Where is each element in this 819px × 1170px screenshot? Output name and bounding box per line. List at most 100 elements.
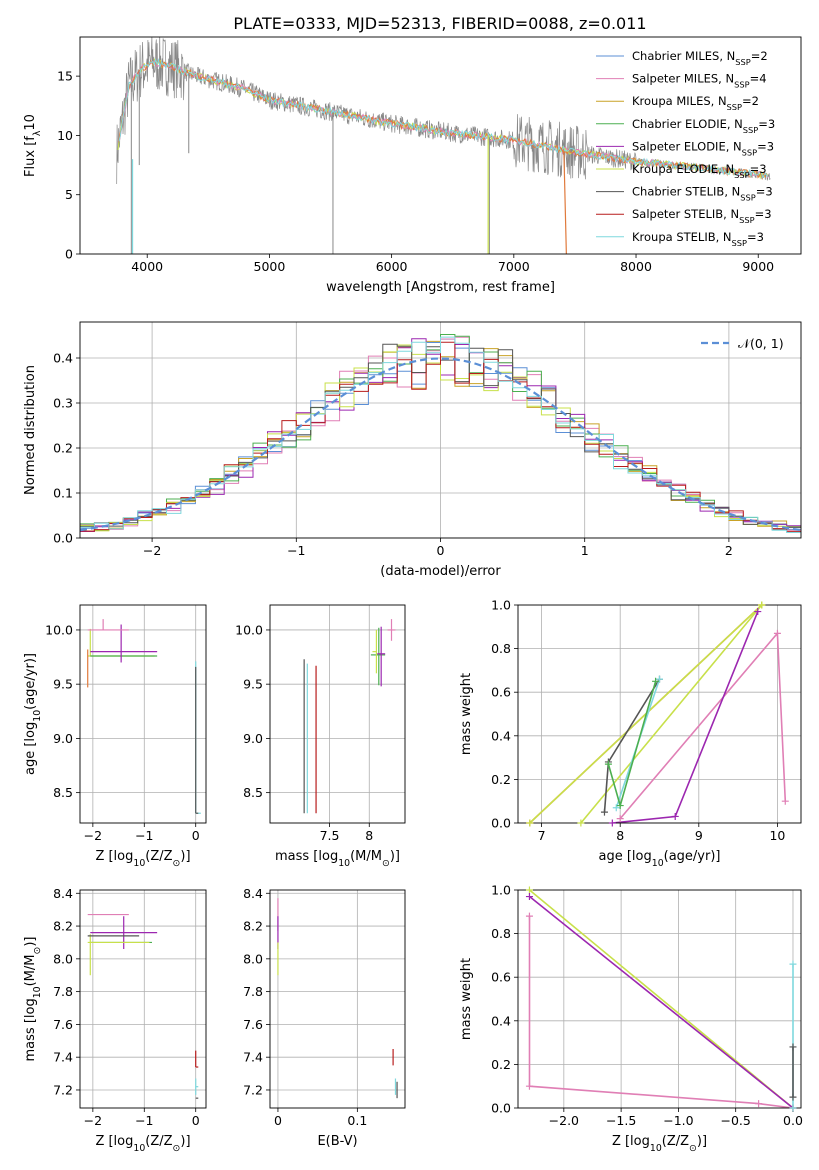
legend-label: Chabrier ELODIE, NSSP=3 bbox=[632, 117, 775, 135]
legend-label: Kroupa ELODIE, NSSP=3 bbox=[632, 162, 767, 180]
legend-label: Salpeter MILES, NSSP=4 bbox=[632, 72, 767, 90]
x-axis-label: E(B-V) bbox=[317, 1134, 357, 1149]
y-tick-label: 10 bbox=[57, 128, 73, 143]
y-tick-label: 7.6 bbox=[243, 1017, 263, 1032]
y-tick-label: 7.8 bbox=[53, 984, 73, 999]
panel-age_vs_Z: −2 −1 0 8.5 9.0 9.5 10.0 Z [log10(Z/Z⊙)] age [lo… bbox=[23, 604, 207, 869]
plus-marker bbox=[773, 629, 781, 637]
axes-frame bbox=[269, 889, 406, 1109]
y-tick-label: 0.2 bbox=[491, 772, 511, 787]
plot-area-residual_histogram bbox=[80, 322, 801, 538]
model-spectrum-3 bbox=[118, 57, 768, 179]
y-tick-label: 1.0 bbox=[491, 598, 511, 613]
axes-frame bbox=[79, 889, 207, 1109]
y-tick-label: 8.5 bbox=[53, 785, 73, 800]
y-tick-label: 7.2 bbox=[243, 1082, 263, 1097]
plus-marker bbox=[600, 808, 608, 816]
plus-marker bbox=[577, 819, 585, 827]
mass-weight-series bbox=[528, 890, 794, 1108]
axes-frame bbox=[79, 321, 802, 539]
x-axis-label: wavelength [Angstrom, rest frame] bbox=[326, 280, 555, 295]
plus-marker bbox=[758, 601, 766, 609]
y-tick-label: 10.0 bbox=[235, 622, 263, 637]
plus-marker bbox=[656, 675, 663, 683]
plus-marker bbox=[525, 893, 533, 901]
plus-marker bbox=[789, 1043, 797, 1051]
x-tick-label: −2 bbox=[84, 1113, 102, 1128]
y-axis-label: mass [log10(M/M⊙)] bbox=[23, 937, 43, 1062]
y-tick-label: 8.2 bbox=[53, 919, 73, 934]
plus-marker bbox=[781, 797, 789, 805]
panel-residual_histogram: −2 −1 0 1 2 0.0 0.1 0.2 0.3 0.4 (data-model)/error… bbox=[23, 321, 802, 579]
plot-area-age_vs_Z bbox=[80, 605, 206, 823]
panel-mass_vs_EBV: 0 0.1 7.2 7.4 7.6 7.8 8.0 8.2 8.4 E(B-V) bbox=[243, 886, 406, 1149]
y-tick-label: 8.4 bbox=[243, 886, 263, 901]
legend-label: Chabrier MILES, NSSP=2 bbox=[632, 49, 768, 67]
x-axis-label: age [log10(age/yr)] bbox=[599, 849, 721, 869]
y-tick-label: 0 bbox=[65, 247, 73, 262]
y-tick-label: 0.2 bbox=[53, 441, 73, 456]
panel-mass_weight_vs_Z: −2.0 −1.5 −1.0 −0.5 0.0 0.0 0.2 0.4 0.6 0.8 1.0 Z [… bbox=[459, 883, 803, 1154]
histogram-step bbox=[80, 336, 801, 533]
x-tick-label: 0 bbox=[192, 1113, 200, 1128]
x-axis-label: Z [log10(Z/Z⊙)] bbox=[612, 1134, 707, 1154]
y-tick-label: 7.6 bbox=[53, 1017, 73, 1032]
y-axis-label: Flux [fλ10 bbox=[23, 114, 43, 177]
y-tick-label: 0.2 bbox=[491, 1057, 511, 1072]
x-tick-label: 7 bbox=[538, 828, 546, 843]
panel-mass_weight_vs_age: 7 8 9 10 0.0 0.2 0.4 0.6 0.8 1.0 age [log10(age/yr… bbox=[459, 598, 802, 869]
mass-weight-series bbox=[528, 895, 794, 1108]
plus-marker bbox=[754, 608, 762, 616]
panel-spectrum: 4000 5000 6000 7000 8000 9000 0 5 10 15 wavelength… bbox=[23, 36, 802, 295]
plus-marker bbox=[604, 760, 612, 768]
x-tick-label: 0.1 bbox=[347, 1113, 367, 1128]
x-tick-label: 9000 bbox=[742, 259, 774, 274]
y-tick-label: 0.0 bbox=[491, 1101, 511, 1116]
y-tick-label: 0.8 bbox=[491, 641, 511, 656]
plot-area-spectrum bbox=[116, 37, 771, 254]
y-tick-label: 0.0 bbox=[491, 816, 511, 831]
plus-marker bbox=[525, 912, 533, 920]
plus-marker bbox=[789, 960, 797, 968]
y-tick-label: 8.4 bbox=[53, 886, 73, 901]
y-tick-label: 7.4 bbox=[243, 1050, 263, 1065]
legend-label: Chabrier STELIB, NSSP=3 bbox=[632, 185, 773, 203]
y-tick-label: 8.0 bbox=[53, 951, 73, 966]
y-tick-label: 9.0 bbox=[53, 731, 73, 746]
x-tick-label: 4000 bbox=[131, 259, 163, 274]
y-tick-label: 0.4 bbox=[53, 351, 73, 366]
y-tick-label: 8.5 bbox=[243, 785, 263, 800]
x-tick-label: −1 bbox=[135, 1113, 153, 1128]
legend-label: Salpeter ELODIE, NSSP=3 bbox=[632, 139, 774, 157]
plus-marker bbox=[525, 886, 533, 894]
y-tick-label: 7.4 bbox=[53, 1050, 73, 1065]
x-tick-label: −1 bbox=[287, 543, 305, 558]
x-tick-label: 0.0 bbox=[783, 1113, 803, 1128]
y-tick-label: 10.0 bbox=[45, 622, 73, 637]
x-tick-label: −2.0 bbox=[549, 1113, 579, 1128]
axes-frame bbox=[269, 604, 406, 824]
y-axis-label: Normed distribution bbox=[23, 365, 38, 495]
legend-label: Salpeter STELIB, NSSP=3 bbox=[632, 207, 772, 225]
plus-marker bbox=[755, 1100, 763, 1108]
y-tick-label: 0.0 bbox=[53, 531, 73, 546]
plus-marker bbox=[671, 812, 679, 820]
plus-marker bbox=[525, 1082, 533, 1090]
x-tick-label: −0.5 bbox=[721, 1113, 751, 1128]
axes-frame bbox=[79, 604, 207, 824]
plot-area-mass_vs_Z bbox=[80, 890, 206, 1108]
y-tick-label: 0.3 bbox=[53, 396, 73, 411]
plot-area-age_vs_mass bbox=[270, 605, 405, 823]
plus-marker bbox=[616, 815, 624, 823]
plus-marker bbox=[612, 804, 620, 812]
x-tick-label: 0 bbox=[192, 828, 200, 843]
y-tick-label: 0.8 bbox=[491, 926, 511, 941]
charts-root: 4000 5000 6000 7000 8000 9000051015wavelength… bbox=[23, 36, 803, 1154]
mass-weight-series bbox=[612, 611, 759, 823]
plot-area-mass_weight_vs_Z bbox=[518, 890, 801, 1108]
legend-label: 𝒩(0, 1) bbox=[738, 336, 784, 351]
y-tick-label: 7.8 bbox=[243, 984, 263, 999]
x-tick-label: 10 bbox=[769, 828, 785, 843]
y-tick-label: 9.0 bbox=[243, 731, 263, 746]
x-axis-label: (data-model)/error bbox=[380, 564, 501, 579]
